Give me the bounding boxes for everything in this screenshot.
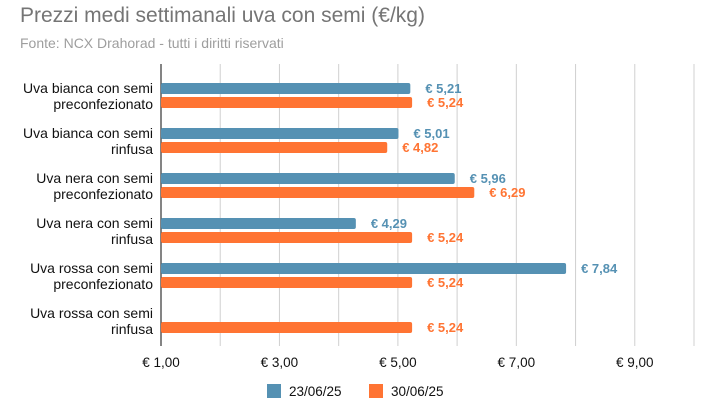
category-label: preconfezionato [53,186,153,202]
bar [161,232,413,243]
bar [161,83,411,94]
category-label: Uva nera con semi [36,170,153,186]
x-tick-label: € 5,00 [379,355,417,370]
category-label: rinfusa [111,321,153,337]
data-label: € 5,21 [425,81,461,96]
chart-title: Prezzi medi settimanali uva con semi (€/… [20,4,425,27]
category-label: Uva bianca con semi [23,80,153,96]
category-label: rinfusa [111,141,153,157]
data-label: € 5,24 [427,95,464,110]
category-label: preconfezionato [53,276,153,292]
bar [161,97,413,108]
x-tick-label: € 3,00 [261,355,299,370]
data-label: € 5,96 [470,171,506,186]
x-axis-ticks: € 1,00 € 3,00 € 5,00 € 7,00 € 9,00 [142,355,653,370]
data-label: € 4,82 [402,140,438,155]
data-label: € 5,01 [413,126,449,141]
x-tick-label: € 9,00 [616,355,654,370]
legend-label: 30/06/25 [391,384,444,399]
legend-swatch [369,384,383,398]
bars [161,83,567,333]
category-label: preconfezionato [53,96,153,112]
chart-subtitle: Fonte: NCX Drahorad - tutti i diritti ri… [20,35,284,51]
data-label: € 5,24 [427,230,464,245]
category-label: Uva nera con semi [36,215,153,231]
bar [161,322,413,333]
data-label: € 5,24 [427,320,464,335]
legend-label: 23/06/25 [289,384,342,399]
bar [161,218,356,229]
category-label: Uva rossa con semi [30,260,153,276]
category-label: rinfusa [111,231,153,247]
bar [161,173,455,184]
bar [161,187,475,198]
grid-lines [160,64,695,346]
category-label: Uva bianca con semi [23,125,153,141]
bar [161,277,413,288]
x-tick-label: € 7,00 [498,355,536,370]
legend-swatch [267,384,281,398]
data-label: € 5,24 [427,275,464,290]
bar [161,128,399,139]
x-tick-label: € 1,00 [142,355,180,370]
data-label: € 4,29 [371,216,407,231]
legend: 23/06/25 30/06/25 [267,384,444,399]
bar [161,263,567,274]
bar [161,142,388,153]
data-label: € 6,29 [489,185,525,200]
category-label: Uva rossa con semi [30,305,153,321]
data-label: € 7,84 [581,261,618,276]
data-labels: € 5,21 € 5,01 € 5,96 € 4,29 € 7,84 € 5,24 € 4,… [371,81,618,335]
